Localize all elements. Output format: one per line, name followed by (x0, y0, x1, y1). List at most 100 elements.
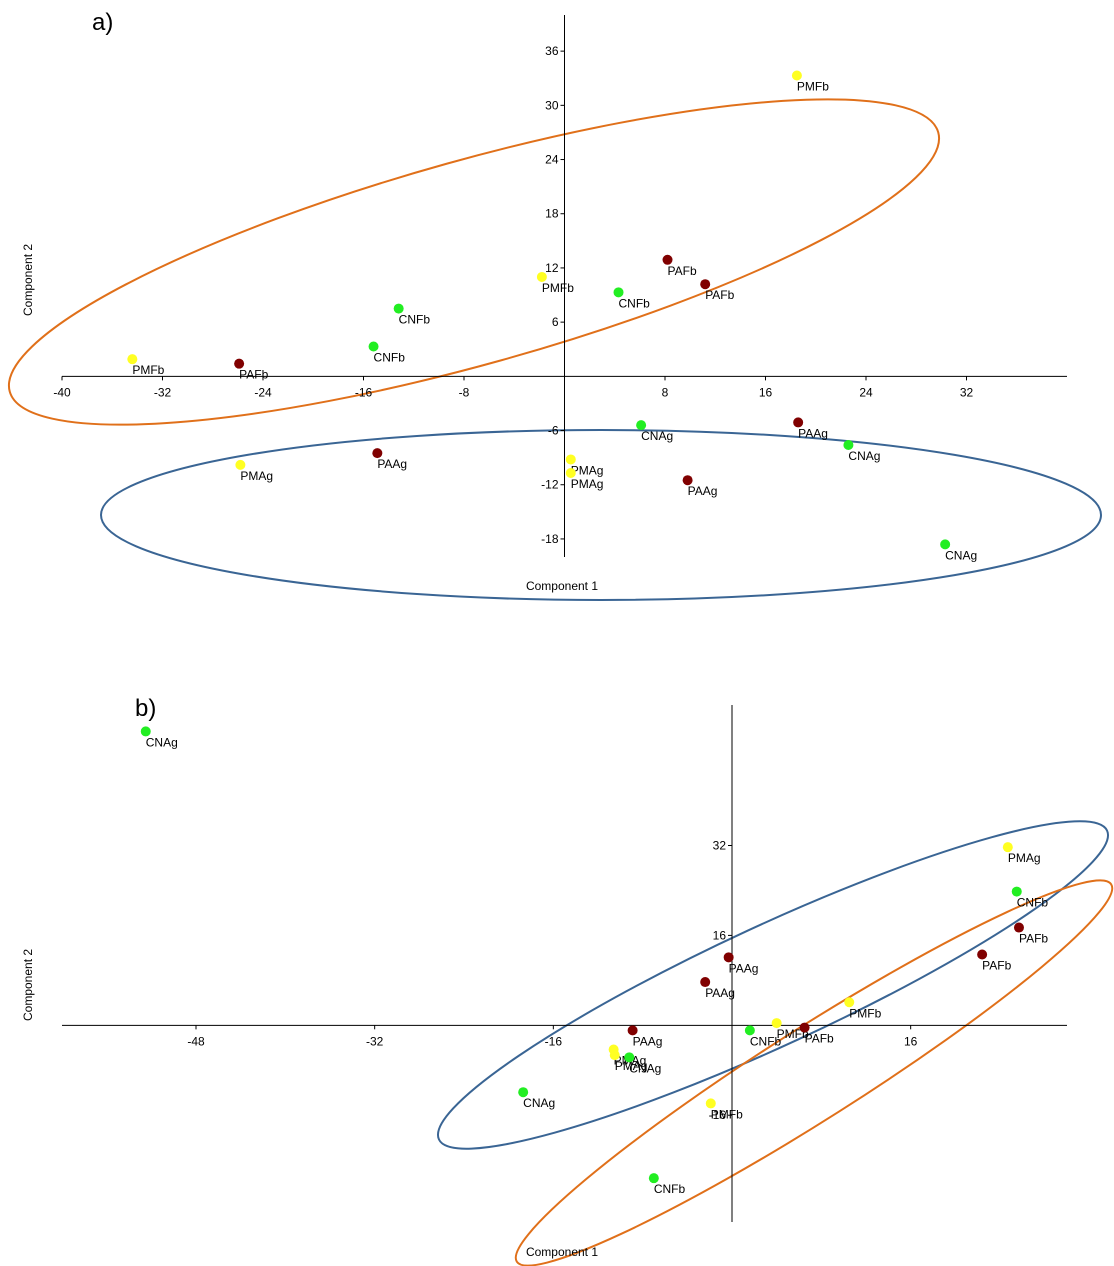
point (627, 1025, 638, 1036)
x-tick-label: -40 (53, 385, 71, 399)
point-label: CNAg (945, 548, 977, 562)
group-ellipse (7, 98, 941, 426)
panel-label: a) (92, 9, 113, 36)
y-tick-label: 24 (545, 153, 559, 167)
x-tick-label: -32 (366, 1034, 384, 1048)
point-label: PMFb (711, 1107, 743, 1121)
y-axis-label: Component 2 (21, 244, 35, 316)
group-ellipse (100, 429, 1102, 601)
point (648, 1173, 659, 1184)
point (1002, 842, 1013, 853)
x-tick-label: 16 (759, 385, 773, 399)
point-label: PMFb (849, 1006, 881, 1020)
point (234, 358, 245, 369)
point (700, 977, 711, 988)
y-tick-label: 18 (545, 207, 559, 221)
point (636, 420, 647, 431)
point-label: CNAg (641, 429, 673, 443)
point (609, 1050, 620, 1061)
point-label: PAFb (705, 288, 734, 302)
point-label: CNAg (848, 449, 880, 463)
y-tick-label: -6 (548, 424, 559, 438)
point (140, 726, 151, 737)
x-tick-label: 16 (904, 1034, 918, 1048)
point-label: PMFb (132, 363, 164, 377)
point-label: PAAg (377, 457, 407, 471)
point (613, 287, 624, 298)
point (235, 459, 246, 470)
point (940, 539, 951, 550)
point-label: CNFb (1017, 896, 1049, 910)
point-label: PAAg (688, 484, 718, 498)
point (565, 454, 576, 465)
point-label: PAFb (668, 264, 697, 278)
y-tick-label: -18 (541, 532, 559, 546)
point-label: PAFb (239, 368, 268, 382)
point-label: CNFb (374, 351, 406, 365)
point (127, 354, 138, 365)
point (744, 1025, 755, 1036)
point (1013, 922, 1024, 933)
point (393, 303, 404, 314)
x-axis-label: Component 1 (526, 579, 598, 593)
point-label: PAAg (705, 986, 735, 1000)
y-tick-label: 16 (713, 928, 727, 942)
point (799, 1022, 810, 1033)
point (771, 1018, 782, 1029)
point (368, 341, 379, 352)
y-tick-label: 6 (552, 315, 559, 329)
point (791, 70, 802, 81)
point (843, 439, 854, 450)
point-label: PMFb (542, 281, 574, 295)
y-tick-label: 36 (545, 44, 559, 58)
x-tick-label: -32 (154, 385, 172, 399)
point-label: PAAg (729, 961, 759, 975)
point (518, 1087, 529, 1098)
point-label: PMAg (571, 477, 604, 491)
point-label: PAFb (1019, 932, 1048, 946)
point (723, 952, 734, 963)
point-label: PAFb (805, 1032, 834, 1046)
x-tick-label: -16 (545, 1034, 563, 1048)
y-tick-label: 32 (713, 838, 727, 852)
point (844, 997, 855, 1008)
point (372, 448, 383, 459)
point-label: PAFb (982, 959, 1011, 973)
y-axis-label: Component 2 (21, 949, 35, 1021)
point (705, 1098, 716, 1109)
point-label: PAAg (633, 1034, 663, 1048)
point-label: CNFb (654, 1182, 686, 1196)
point-label: PMAg (240, 469, 273, 483)
y-tick-label: -12 (541, 478, 559, 492)
group-ellipse (514, 879, 1114, 1266)
y-tick-label: 30 (545, 98, 559, 112)
x-tick-label: -8 (459, 385, 470, 399)
group-ellipse (436, 820, 1110, 1150)
y-tick-label: 12 (545, 261, 559, 275)
x-tick-label: -16 (355, 385, 373, 399)
point-label: PAAg (798, 426, 828, 440)
x-tick-label: -24 (254, 385, 272, 399)
point-label: PMAg (571, 463, 604, 477)
point-label: PMAg (1008, 851, 1041, 865)
point (624, 1052, 635, 1063)
point (662, 254, 673, 265)
x-tick-label: 8 (662, 385, 669, 399)
point-label: CNAg (629, 1061, 661, 1075)
point-label: PMAg (615, 1059, 648, 1073)
x-tick-label: 32 (960, 385, 974, 399)
point-label: CNFb (619, 296, 651, 310)
point (977, 949, 988, 960)
point (1011, 886, 1022, 897)
point-label: CNFb (750, 1034, 782, 1048)
point (565, 467, 576, 478)
point (536, 271, 547, 282)
x-tick-label: -48 (187, 1034, 205, 1048)
point-label: CNAg (523, 1096, 555, 1110)
panel-label: b) (135, 695, 156, 722)
point-label: PMFb (797, 80, 829, 94)
y-tick-label: -16 (709, 1108, 727, 1122)
point (700, 279, 711, 290)
point-label: CNFb (399, 313, 431, 327)
